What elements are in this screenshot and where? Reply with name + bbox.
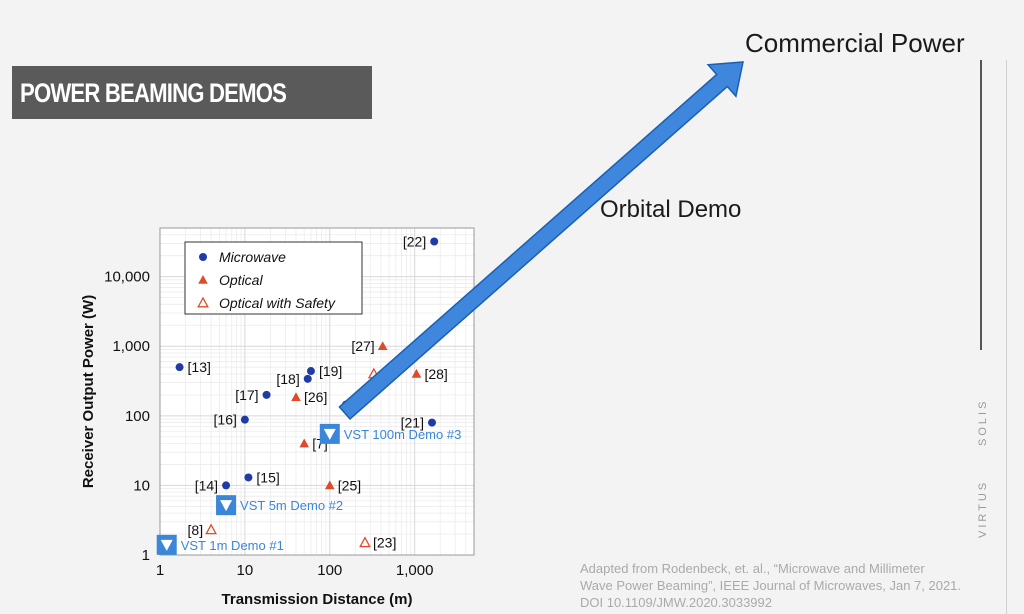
- plot-frame: [159, 227, 475, 556]
- y-tick-label: 10,000: [104, 269, 150, 286]
- orbital-demo-annotation: Orbital Demo: [600, 196, 742, 223]
- y-tick-label: 10: [133, 477, 150, 494]
- data-point: [244, 473, 253, 482]
- side-text-solis: SOLIS: [977, 398, 989, 446]
- data-label: [25]: [338, 477, 361, 493]
- data-point: [299, 438, 310, 448]
- divider-line: [1006, 60, 1007, 614]
- legend-marker: [199, 253, 207, 261]
- data-label: [15]: [256, 469, 279, 485]
- citation-line-2: Wave Power Beaming”, IEEE Journal of Mic…: [580, 578, 962, 593]
- side-bar-line: [980, 60, 982, 350]
- legend-marker: [197, 296, 209, 308]
- banner-title: POWER BEAMING DEMOS: [20, 78, 287, 108]
- data-label: [23]: [373, 535, 396, 551]
- demo-marker-glyph: [323, 428, 336, 440]
- data-point: [306, 367, 315, 376]
- legend-box: [184, 241, 363, 315]
- legend-marker: [198, 275, 208, 284]
- title-banner: POWER BEAMING DEMOS: [12, 66, 372, 119]
- demo-marker-glyph: [160, 539, 173, 551]
- data-point: [359, 536, 371, 548]
- data-label: [26]: [304, 389, 327, 405]
- legend-label: Optical with Safety: [219, 295, 336, 311]
- demo-label: VST 1m Demo #1: [181, 538, 284, 553]
- demo-label: VST 5m Demo #2: [240, 498, 343, 513]
- data-point: [175, 363, 184, 372]
- data-point: [240, 415, 249, 424]
- data-point: [427, 418, 436, 427]
- data-point: [377, 341, 388, 351]
- x-tick-label: 100: [317, 562, 342, 579]
- citation-line-3: DOI 10.1109/JMW.2020.3033992: [580, 595, 772, 610]
- data-point: [303, 374, 312, 383]
- data-label: [21]: [401, 415, 424, 431]
- y-tick-label: 100: [125, 408, 150, 425]
- data-point: [262, 390, 271, 399]
- side-text-virtus: VIRTUS: [977, 479, 989, 538]
- demo-marker-glyph: [220, 500, 233, 512]
- data-point: [222, 481, 231, 490]
- data-label: [17]: [235, 387, 258, 403]
- data-label: [14]: [195, 477, 218, 493]
- citation-line-1: Adapted from Rodenbeck, et. al., “Microw…: [580, 561, 925, 576]
- y-axis-label: Receiver Output Power (W): [80, 295, 97, 488]
- data-label: [22]: [403, 233, 426, 249]
- data-point: [291, 392, 301, 402]
- data-point: [430, 237, 439, 246]
- data-label: [13]: [188, 359, 211, 375]
- demo-label: VST 100m Demo #3: [344, 427, 462, 442]
- data-point: [205, 523, 218, 535]
- legend-label: Optical: [219, 272, 263, 288]
- x-tick-label: 10: [237, 562, 254, 579]
- data-point: [411, 368, 422, 378]
- x-axis-label: Transmission Distance (m): [222, 591, 413, 608]
- data-label: [18]: [276, 371, 299, 387]
- data-label: [28]: [424, 366, 447, 382]
- data-label: [8]: [188, 522, 204, 538]
- data-label: [27]: [351, 338, 374, 354]
- x-tick-label: 1,000: [396, 562, 434, 579]
- data-label: [16]: [214, 412, 237, 428]
- x-tick-label: 1: [156, 562, 164, 579]
- commercial-power-annotation: Commercial Power: [745, 28, 965, 58]
- y-tick-label: 1: [142, 547, 150, 564]
- data-point: [324, 480, 335, 490]
- legend-label: Microwave: [219, 249, 286, 265]
- data-label: [19]: [319, 363, 342, 379]
- y-tick-label: 1,000: [112, 338, 150, 355]
- citation: Adapted from Rodenbeck, et. al., “Microw…: [580, 560, 961, 611]
- trajectory-arrow: [338, 61, 744, 420]
